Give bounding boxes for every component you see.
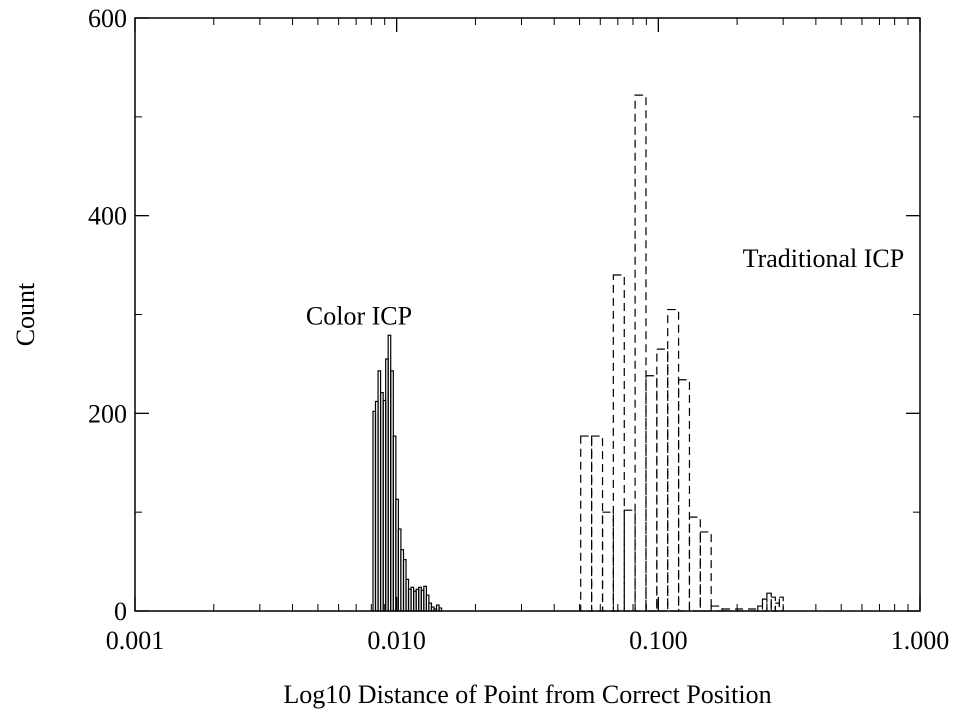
y-tick-label: 200 — [88, 399, 127, 428]
axis-tick-labels: 0.001 0.010 0.100 1.000 0 200 400 600 — [88, 4, 949, 655]
histogram-bar — [770, 596, 776, 612]
y-tick-label: 400 — [88, 202, 127, 231]
x-tick-label: 0.001 — [106, 626, 165, 655]
histogram-bar — [699, 531, 712, 612]
x-axis-label: Log10 Distance of Point from Correct Pos… — [283, 680, 771, 709]
y-tick-label: 0 — [114, 597, 127, 626]
histogram-bar — [761, 598, 768, 612]
color-icp-histogram — [372, 334, 443, 612]
y-axis-label: Count — [11, 282, 40, 346]
histogram-bar — [601, 511, 614, 612]
histogram-bar — [591, 435, 604, 612]
histogram-bar — [688, 516, 701, 612]
histogram-bar — [580, 435, 593, 612]
x-tick-label: 0.100 — [629, 626, 688, 655]
histogram-bar — [656, 348, 669, 612]
traditional-icp-histogram — [580, 94, 784, 612]
histogram-bar — [757, 605, 764, 612]
histogram-bar — [612, 274, 625, 612]
axis-ticks — [134, 17, 921, 612]
histogram-bar — [623, 509, 636, 612]
annotation-color-icp: Color ICP — [306, 301, 412, 330]
histogram-bar — [667, 308, 680, 612]
x-tick-label: 0.010 — [367, 626, 426, 655]
histogram-bar — [766, 592, 772, 612]
histogram-bar — [677, 379, 691, 612]
histogram-bar — [778, 596, 784, 612]
y-tick-label: 600 — [88, 4, 127, 33]
plot-frame — [134, 17, 921, 612]
histogram-bar — [634, 94, 647, 612]
histogram-bar — [645, 375, 658, 612]
annotation-traditional-icp: Traditional ICP — [743, 244, 905, 273]
x-tick-label: 1.000 — [891, 626, 950, 655]
